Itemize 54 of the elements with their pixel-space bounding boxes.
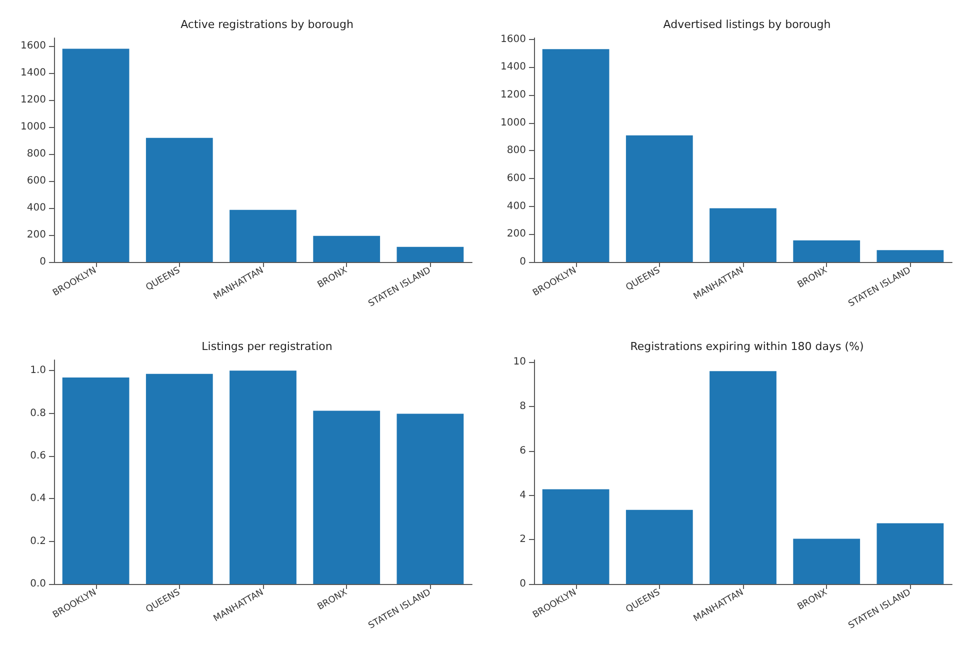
bar [626,510,693,584]
y-tick-label: 600 [26,176,46,187]
bar [793,538,860,584]
y-tick-label: 0.4 [30,493,46,504]
y-tick-label: 0 [520,256,526,268]
bar [793,240,860,262]
y-tick-label: 1200 [20,94,46,106]
bar [876,250,944,262]
y-tick-label: 0 [40,256,46,268]
y-tick-label: 0.2 [30,536,46,547]
bar [230,370,296,584]
y-tick-label: 1600 [500,34,526,45]
bar [542,49,610,262]
y-tick-label: 10 [513,356,526,368]
y-tick-label: 600 [506,173,526,184]
y-tick-label: 1.0 [30,365,46,376]
y-tick-label: 0.0 [30,578,46,590]
bar [396,246,464,262]
y-tick-label: 1400 [500,62,526,73]
bar [396,414,464,584]
bar [146,138,213,262]
bar [313,410,380,584]
y-tick-label: 0.8 [30,408,46,419]
y-tick-label: 0 [520,578,526,590]
bar [230,210,296,262]
bar [710,208,776,262]
bar [710,371,776,584]
y-tick-label: 1000 [500,117,526,128]
y-tick-label: 800 [506,145,526,156]
bar [62,48,130,262]
y-tick-label: 800 [26,148,46,160]
y-tick-label: 6 [520,445,526,456]
y-tick-label: 4 [520,490,526,501]
y-tick-label: 8 [520,401,526,412]
y-tick-label: 1400 [20,68,46,79]
bar [146,374,213,584]
y-tick-label: 1200 [500,90,526,101]
bar [313,236,380,262]
y-tick-label: 1600 [20,40,46,52]
y-tick-label: 400 [506,200,526,212]
chart-title: Advertised listings by borough [663,18,831,31]
bar [62,377,130,584]
y-tick-label: 200 [506,228,526,240]
chart-title: Registrations expiring within 180 days (%) [630,340,864,353]
y-tick-label: 1000 [20,122,46,133]
chart-title: Active registrations by borough [180,18,354,31]
y-tick-label: 0.6 [30,450,46,462]
y-tick-label: 2 [520,534,526,546]
y-tick-label: 200 [26,230,46,241]
chart-title: Listings per registration [202,340,332,353]
y-tick-label: 400 [26,202,46,214]
bar [626,135,693,262]
bar [542,489,610,584]
bar [876,523,944,584]
